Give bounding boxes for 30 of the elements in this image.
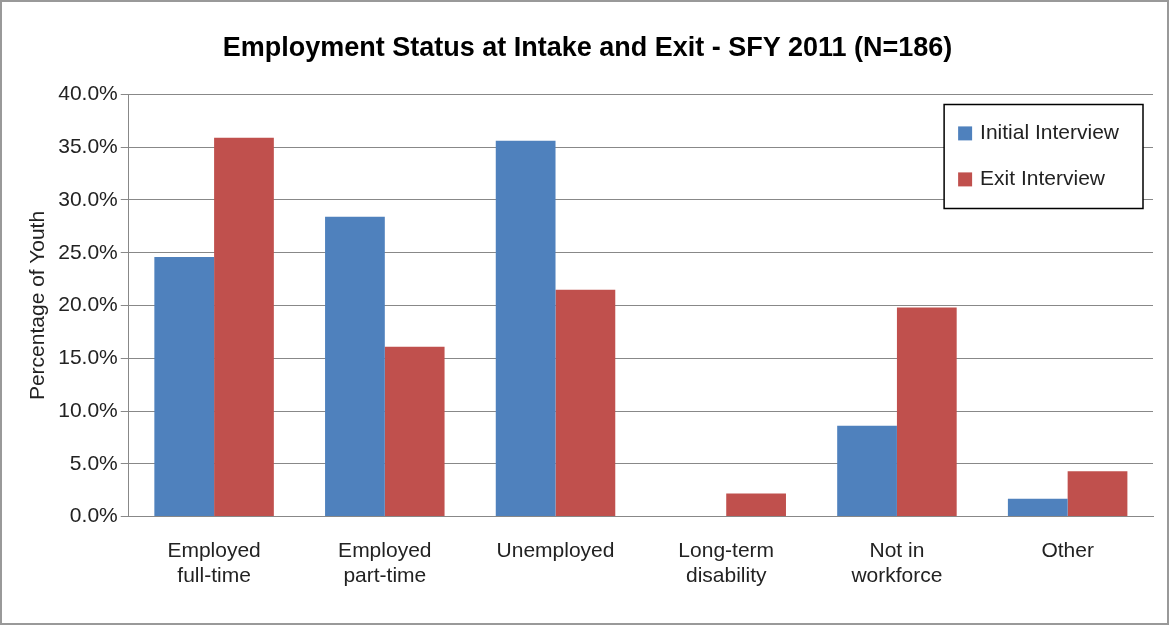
x-tick-label: Unemployed <box>496 538 615 561</box>
bar <box>495 140 556 517</box>
y-tick-label: 35.0% <box>58 133 118 157</box>
bar <box>154 256 215 517</box>
x-tick-label: Not in workforce <box>850 538 943 587</box>
legend-label: Exit Interview <box>980 166 1106 190</box>
bar <box>384 346 445 517</box>
bar <box>837 425 897 517</box>
bar <box>214 137 274 517</box>
bar <box>1007 498 1068 517</box>
y-tick-label: 30.0% <box>58 186 118 210</box>
bar <box>555 289 616 517</box>
bar <box>726 493 786 517</box>
chart-title: Employment Status at Intake and Exit - SFY 2011 (N=186) <box>222 31 953 62</box>
y-tick-label: 10.0% <box>58 397 118 421</box>
legend-label: Initial Interview <box>980 120 1120 144</box>
x-tick-label: Employed full-time <box>167 538 261 587</box>
y-tick-label: 5.0% <box>69 450 118 474</box>
y-tick-label: 40.0% <box>58 81 118 105</box>
y-tick-label: 0.0% <box>69 503 118 527</box>
y-axis-title: Percentage of Youth <box>25 210 49 401</box>
bar <box>1067 471 1128 517</box>
y-tick-label: 25.0% <box>58 239 118 263</box>
x-tick-label: Other <box>1041 538 1094 561</box>
y-tick-label: 20.0% <box>58 292 118 316</box>
y-tick-label: 15.0% <box>58 345 118 369</box>
x-tick-label: Long-term disability <box>678 538 775 587</box>
bar <box>325 216 385 517</box>
bar <box>896 307 957 517</box>
x-tick-label: Employed part-time <box>338 538 432 587</box>
